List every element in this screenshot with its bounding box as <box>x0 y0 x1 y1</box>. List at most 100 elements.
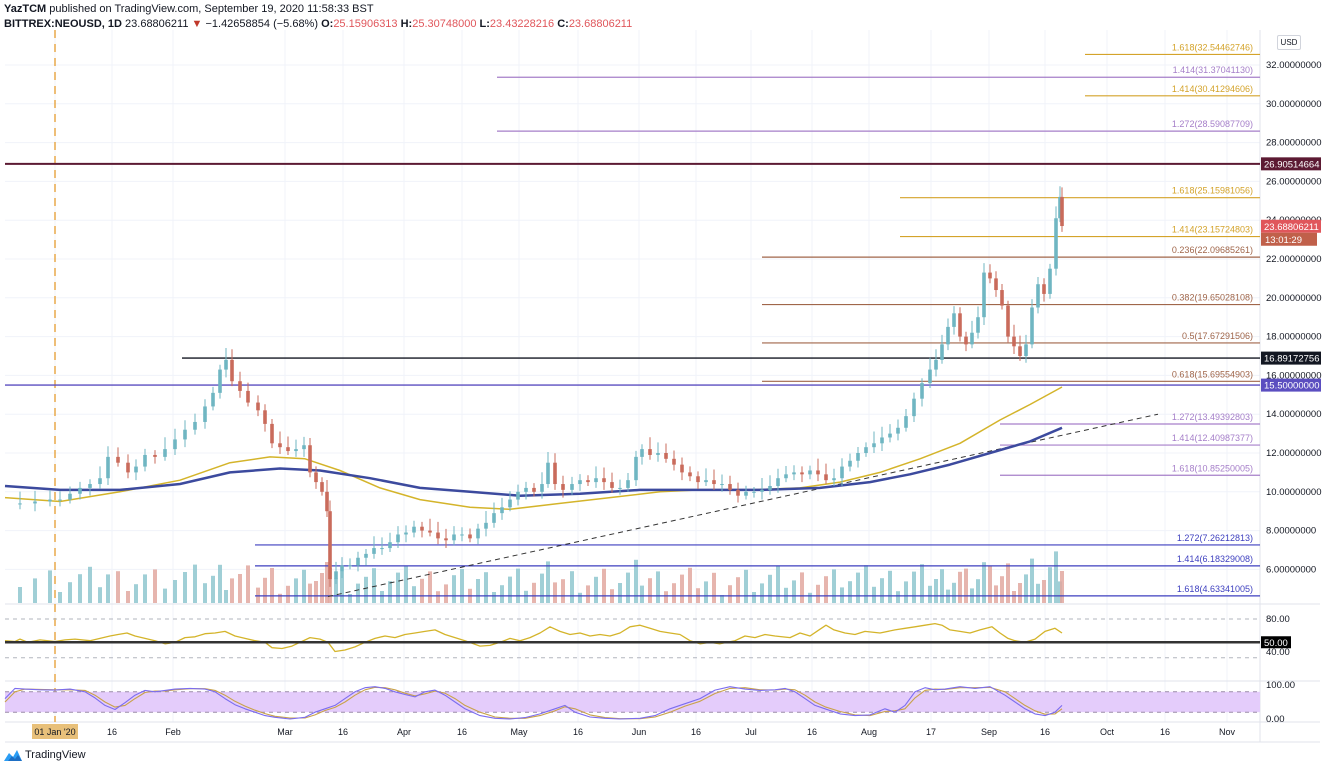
candle-body <box>848 460 852 467</box>
volume-bar <box>78 574 82 603</box>
price-change: −1.42658854 (−5.68%) <box>205 18 319 30</box>
volume-bar <box>325 562 329 603</box>
candle-body <box>704 480 708 483</box>
candle-body <box>246 390 250 403</box>
volume-bar <box>904 581 908 603</box>
candle-body <box>720 484 724 486</box>
fib-level-label: 0.236(22.09685261) <box>1172 245 1253 255</box>
currency-button[interactable]: USD <box>1277 35 1301 50</box>
candle-body <box>33 501 37 504</box>
low-value: 23.43228216 <box>489 18 555 30</box>
stoch-k-line <box>4 686 1063 720</box>
volume-bar <box>800 572 804 603</box>
candle-body <box>18 503 22 505</box>
volume-bar <box>263 577 267 603</box>
candle-body <box>664 453 668 459</box>
candle-body <box>224 359 228 370</box>
volume-bar <box>648 578 652 603</box>
volume-bar <box>33 578 37 603</box>
volume-bar <box>672 583 676 603</box>
volume-bar <box>153 569 157 603</box>
volume-bar <box>270 568 274 603</box>
volume-bar <box>792 580 796 603</box>
candle-body <box>500 507 504 514</box>
low-label: L: <box>479 18 490 30</box>
price-axis-label: 20.00000000 <box>1266 293 1321 304</box>
volume-bar <box>776 565 780 603</box>
candle-body <box>672 458 676 465</box>
volume-bar <box>634 559 638 603</box>
candle-body <box>586 480 590 483</box>
volume-bar <box>420 578 424 603</box>
volume-bar <box>964 568 968 603</box>
candle-body <box>1030 307 1034 345</box>
volume-bar <box>246 565 250 603</box>
candle-body <box>484 522 488 529</box>
volume-bar <box>958 571 962 603</box>
date-axis-label: Sep <box>981 727 997 737</box>
volume-bar <box>211 575 215 603</box>
candle-body <box>680 464 684 473</box>
fib-level-label: 1.414(23.15724803) <box>1172 225 1253 235</box>
candle-body <box>648 449 652 455</box>
price-tag-label: 15.50000000 <box>1264 381 1319 392</box>
candle-body <box>116 456 120 463</box>
candle-body <box>1054 218 1058 269</box>
volume-bar <box>1054 551 1058 603</box>
candle-body <box>388 542 392 549</box>
date-axis-label: 16 <box>107 727 117 737</box>
candle-body <box>380 548 384 550</box>
volume-bar <box>880 578 884 603</box>
volume-bar <box>680 574 684 603</box>
candle-body <box>1048 268 1052 294</box>
candle-body <box>460 534 464 536</box>
volume-bar <box>320 573 324 603</box>
volume-bar <box>570 571 574 603</box>
volume-bar <box>334 578 338 603</box>
date-axis-label: 17 <box>926 727 936 737</box>
candle-body <box>824 474 828 481</box>
fib-level-label: 0.618(15.69554903) <box>1172 369 1253 379</box>
tradingview-logo[interactable]: TradingView <box>4 749 86 761</box>
volume-bar <box>388 581 392 603</box>
date-axis-label: Mar <box>277 727 293 737</box>
candle-body <box>928 369 932 384</box>
candle-body <box>816 470 820 475</box>
volume-bar <box>704 581 708 603</box>
candle-body <box>314 472 318 483</box>
symbol-name[interactable]: BITTREX:NEOUSD, 1D <box>4 18 122 30</box>
candle-body <box>325 491 329 512</box>
candle-body <box>48 499 52 502</box>
candle-body <box>1036 284 1040 308</box>
candle-body <box>840 466 844 479</box>
volume-bar <box>372 568 376 603</box>
volume-bar <box>1030 558 1034 603</box>
candle-body <box>134 466 138 473</box>
volume-bar <box>561 579 565 603</box>
volume-bar <box>1048 567 1052 603</box>
candle-body <box>872 443 876 448</box>
candle-body <box>946 326 950 345</box>
volume-bar <box>664 591 668 603</box>
volume-bar <box>618 583 622 603</box>
candle-body <box>964 336 968 345</box>
trendline[interactable] <box>327 413 1159 598</box>
volume-bar <box>524 590 528 603</box>
candle-body <box>404 532 408 535</box>
price-tag-label: 23.68806211 <box>1264 222 1319 233</box>
candle-body <box>68 493 72 500</box>
price-axis-label: 14.00000000 <box>1266 409 1321 420</box>
price-tag <box>1261 378 1321 392</box>
candle-body <box>952 313 956 327</box>
candle-body <box>476 528 480 539</box>
candle-body <box>994 278 998 291</box>
moving-average-blue <box>4 426 1063 497</box>
publish-info: YazTCM published on TradingView.com, Sep… <box>4 3 374 15</box>
fib-level-label: 1.272(13.49392803) <box>1172 412 1253 422</box>
volume-bar <box>193 564 197 603</box>
volume-bar <box>546 561 550 603</box>
fib-level-label: 1.618(25.15981056) <box>1172 186 1253 196</box>
fib-level-label: 1.414(12.40987377) <box>1172 433 1253 443</box>
author-name: YazTCM <box>4 3 47 15</box>
